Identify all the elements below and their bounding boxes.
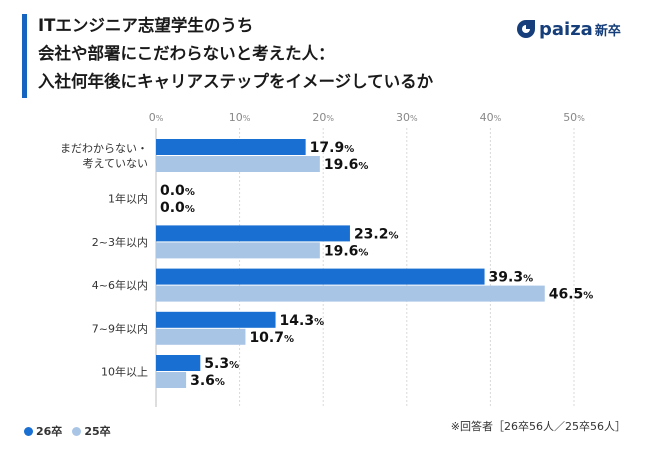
- legend-item-25: 25卒: [72, 423, 111, 439]
- legend-label-26: 26卒: [36, 425, 63, 438]
- x-tick-label-10: 10%: [229, 111, 251, 124]
- category-label-1: 1年以内: [108, 192, 148, 206]
- logo-sub: 新卒: [594, 23, 621, 39]
- bar-25卒-3: [156, 285, 545, 302]
- chart-title: ITエンジニア志望学生のうち 会社や部署にこだわらないと考えた人： 入社何年後に…: [38, 12, 508, 96]
- bar-25卒-5: [156, 372, 187, 388]
- paiza-logo-icon: [517, 20, 535, 38]
- paiza-logo: paiza 新卒: [515, 16, 621, 42]
- value-label-25卒-3: 46.5%: [549, 287, 594, 303]
- category-label-0: まだわからない・考えていない: [60, 142, 148, 170]
- bar-26卒-4: [156, 311, 276, 328]
- value-label-25卒-2: 19.6%: [324, 243, 369, 259]
- title-line-1: ITエンジニア志望学生のうち: [38, 16, 254, 35]
- value-label-25卒-5: 3.6%: [190, 373, 225, 389]
- bar-25卒-2: [156, 242, 320, 259]
- category-label-3: 4~6年以内: [92, 278, 148, 292]
- legend-item-26: 26卒: [24, 423, 62, 439]
- bar-25卒-4: [156, 328, 246, 345]
- value-label-25卒-4: 10.7%: [249, 330, 294, 346]
- value-label-26卒-1: 0.0%: [160, 183, 195, 199]
- title-line-3: 入社何年後にキャリアステップをイメージしているか: [38, 72, 434, 91]
- x-tick-label-20: 20%: [312, 111, 334, 124]
- value-label-26卒-3: 39.3%: [489, 270, 534, 286]
- bar-26卒-2: [156, 225, 350, 242]
- legend-label-25: 25卒: [84, 425, 111, 438]
- value-label-26卒-0: 17.9%: [310, 140, 355, 156]
- bar-25卒-0: [156, 156, 320, 172]
- x-tick-label-30: 30%: [396, 111, 418, 124]
- x-tick-label-40: 40%: [480, 111, 502, 124]
- category-label-2: 2~3年以内: [92, 235, 148, 249]
- value-label-26卒-5: 5.3%: [204, 356, 239, 372]
- legend-swatch-26: [24, 426, 33, 436]
- value-label-25卒-0: 19.6%: [324, 157, 369, 173]
- value-label-26卒-4: 14.3%: [280, 313, 325, 329]
- x-tick-label-50: 50%: [563, 111, 585, 124]
- title-line-2: 会社や部署にこだわらないと考えた人：: [38, 44, 335, 63]
- category-label-4: 7~9年以内: [92, 321, 148, 335]
- legend: 26卒 25卒: [24, 423, 121, 439]
- bar-26卒-5: [156, 355, 201, 371]
- legend-swatch-25: [72, 426, 82, 436]
- title-accent-bar: [22, 14, 27, 98]
- value-label-25卒-1: 0.0%: [160, 200, 195, 216]
- respondent-note: ※回答者［26卒56人／25卒56人］: [450, 420, 626, 433]
- bar-26卒-3: [156, 268, 485, 285]
- value-label-26卒-2: 23.2%: [354, 226, 399, 242]
- bar-26卒-0: [156, 139, 306, 155]
- x-tick-label-0: 0%: [149, 111, 164, 124]
- logo-text: paiza: [539, 18, 593, 40]
- category-label-5: 10年以上: [101, 365, 148, 379]
